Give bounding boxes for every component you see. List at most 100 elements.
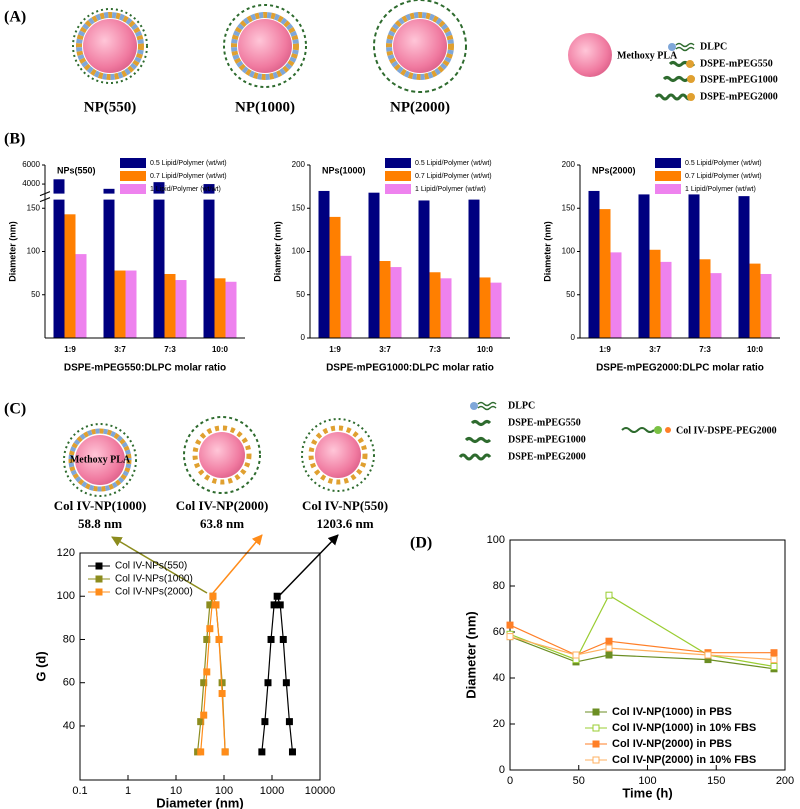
marker [212,601,220,609]
legend-swatch [385,158,411,168]
lipid-shell [192,425,252,485]
x-tick-label: 10:0 [212,345,229,354]
y-tick-label: 6000 [22,160,40,169]
size-name: Col IV-NP(550) [302,498,388,513]
y-tick-label: 100 [562,247,576,256]
legend-swatch [655,184,681,194]
legend-label: DSPE-mPEG2000 [508,451,586,462]
marker [572,651,580,659]
x-tick-label: 1:9 [599,345,611,354]
bar [440,278,452,338]
legend-label: 1 Lipid/Polymer (wt/wt) [150,186,221,193]
arrow [212,534,263,594]
bar [175,280,187,338]
x-tick-label: 10:0 [477,345,494,354]
panel-label: (D) [410,535,432,552]
marker [221,748,229,756]
size-name: Col IV-NP(1000) [54,498,147,513]
core [75,435,125,485]
lipid-shell [308,425,368,485]
y-tick-label: 200 [292,160,306,169]
panel-label: (C) [4,401,26,418]
y-tick-label: 0 [571,333,576,342]
axis-break [41,193,245,200]
icon [687,75,695,83]
bar [64,214,76,338]
marker [273,592,281,600]
core [238,19,292,73]
bar [638,194,650,338]
x-axis-label: DSPE-mPEG550:DLPC molar ratio [64,363,226,374]
plot-frame [509,539,786,771]
legend-marker [592,708,600,716]
icon [470,420,492,426]
bar [203,184,215,338]
icon [470,402,478,410]
marker [506,633,514,641]
bar [660,261,672,338]
particle-label: NP(1000) [235,99,295,115]
x-tick-label: 3:7 [379,345,391,354]
marker [200,711,208,719]
bar [588,190,600,338]
legend-label: DSPE-mPEG550 [508,417,581,428]
x-axis-label: DSPE-mPEG2000:DLPC molar ratio [596,363,764,374]
particle [301,418,375,492]
particle-label: NP(2000) [390,99,450,115]
marker [209,592,217,600]
core [199,432,245,478]
legend-label: Col IV-NPs(1000) [115,574,193,585]
legend-marker [592,724,600,732]
legend-label: DSPE-mPEG1000 [508,434,586,445]
core [83,19,137,73]
arrow [111,536,208,594]
legend-swatch [385,184,411,194]
y-tick-label: 150 [292,203,306,212]
marker [215,635,223,643]
arrow [276,534,339,599]
bar [368,192,380,338]
legend-label: DSPE-mPEG2000 [700,91,778,102]
legend-label: DSPE-mPEG1000 [700,74,778,85]
marker [605,651,613,659]
legend-label: Col IV-NP(2000) in PBS [612,738,732,750]
y-axis-label: Diameter (nm) [463,611,478,698]
chart-title: NPs(2000) [592,165,636,175]
bar [429,272,441,338]
legend-label: Col IV-NPs(550) [115,561,187,572]
marker [218,690,226,698]
legend-label: DLPC [508,400,535,411]
peg-shell [223,4,307,88]
x-axis-label: Diameter (nm) [156,795,243,809]
marker [206,625,214,633]
x-tick-label: 100 [638,775,656,787]
marker [770,649,778,657]
x-tick-label: 1:9 [64,345,76,354]
peg-shell [183,416,261,494]
lipid-shell [76,12,144,80]
bar [699,259,711,338]
icon [665,427,671,433]
panel-label: (B) [4,131,25,148]
plot-frame [79,552,321,781]
bar [53,179,65,338]
x-tick-label: 100 [215,785,233,797]
y-tick-label: 50 [31,290,40,299]
peg-shell [63,423,137,497]
x-tick-label: 10 [170,785,182,797]
legend-swatch [655,158,681,168]
legend-swatch [120,184,146,194]
y-tick-label: 50 [566,290,575,299]
particle [63,423,137,497]
x-tick-label: 7:3 [699,345,711,354]
bar [225,281,237,338]
y-tick-label: 0 [301,333,306,342]
legend-marker [95,575,103,583]
legend-marker [95,588,103,596]
x-tick-label: 0 [507,775,513,787]
bar [610,252,622,338]
x-tick-label: 7:3 [164,345,176,354]
bar [318,190,330,338]
lipid-legend: DLPC DSPE-mPEG550 DSPE-mPEG1000 DSPE-mPE… [458,400,777,462]
